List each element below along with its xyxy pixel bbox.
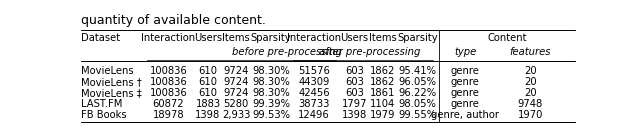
Text: 1797: 1797 bbox=[342, 99, 367, 109]
Text: 96.22%: 96.22% bbox=[398, 88, 436, 98]
Text: 38733: 38733 bbox=[298, 99, 330, 109]
Text: genre: genre bbox=[451, 66, 480, 76]
Text: 9748: 9748 bbox=[518, 99, 543, 109]
Text: 5280: 5280 bbox=[223, 99, 249, 109]
Text: genre: genre bbox=[451, 99, 480, 109]
Text: MovieLens †: MovieLens † bbox=[81, 77, 142, 87]
Text: after pre-processing: after pre-processing bbox=[319, 47, 420, 57]
Text: 9724: 9724 bbox=[223, 88, 249, 98]
Text: Interaction: Interaction bbox=[141, 33, 195, 43]
Text: LAST.FM: LAST.FM bbox=[81, 99, 123, 109]
Text: 100836: 100836 bbox=[149, 66, 187, 76]
Text: 99.39%: 99.39% bbox=[252, 99, 290, 109]
Text: 42456: 42456 bbox=[298, 88, 330, 98]
Text: 98.05%: 98.05% bbox=[398, 99, 436, 109]
Text: 51576: 51576 bbox=[298, 66, 330, 76]
Text: type: type bbox=[454, 47, 477, 57]
Text: 1398: 1398 bbox=[195, 110, 221, 120]
Text: 98.30%: 98.30% bbox=[252, 66, 290, 76]
Text: Sparsity: Sparsity bbox=[251, 33, 291, 43]
Text: 1862: 1862 bbox=[370, 77, 396, 87]
Text: genre: genre bbox=[451, 77, 480, 87]
Text: 20: 20 bbox=[524, 66, 537, 76]
Text: 20: 20 bbox=[524, 88, 537, 98]
Text: 1979: 1979 bbox=[370, 110, 396, 120]
Text: 610: 610 bbox=[198, 66, 218, 76]
Text: 9724: 9724 bbox=[223, 77, 249, 87]
Text: 9724: 9724 bbox=[223, 66, 249, 76]
Text: 98.30%: 98.30% bbox=[252, 77, 290, 87]
Text: 1970: 1970 bbox=[518, 110, 543, 120]
Text: Items: Items bbox=[222, 33, 250, 43]
Text: before pre-processing: before pre-processing bbox=[232, 47, 342, 57]
Text: 610: 610 bbox=[198, 88, 218, 98]
Text: genre: genre bbox=[451, 88, 480, 98]
Text: Items: Items bbox=[369, 33, 396, 43]
Text: 60872: 60872 bbox=[152, 99, 184, 109]
Text: 100836: 100836 bbox=[149, 88, 187, 98]
Text: features: features bbox=[509, 47, 551, 57]
Text: 1883: 1883 bbox=[195, 99, 221, 109]
Text: 603: 603 bbox=[345, 77, 364, 87]
Text: 95.41%: 95.41% bbox=[398, 66, 436, 76]
Text: 610: 610 bbox=[198, 77, 218, 87]
Text: genre, author: genre, author bbox=[431, 110, 499, 120]
Text: quantity of available content.: quantity of available content. bbox=[81, 14, 266, 27]
Text: Interaction: Interaction bbox=[287, 33, 341, 43]
Text: 96.05%: 96.05% bbox=[398, 77, 436, 87]
Text: MovieLens: MovieLens bbox=[81, 66, 134, 76]
Text: Content: Content bbox=[488, 33, 527, 43]
Text: 1861: 1861 bbox=[370, 88, 396, 98]
Text: 100836: 100836 bbox=[149, 77, 187, 87]
Text: 603: 603 bbox=[345, 88, 364, 98]
Text: 18978: 18978 bbox=[152, 110, 184, 120]
Text: 603: 603 bbox=[345, 66, 364, 76]
Text: 1398: 1398 bbox=[342, 110, 367, 120]
Text: Dataset: Dataset bbox=[81, 33, 120, 43]
Text: 44309: 44309 bbox=[298, 77, 330, 87]
Text: MovieLens ‡: MovieLens ‡ bbox=[81, 88, 142, 98]
Text: 98.30%: 98.30% bbox=[252, 88, 290, 98]
Text: Users: Users bbox=[194, 33, 222, 43]
Text: 12496: 12496 bbox=[298, 110, 330, 120]
Text: 2,933: 2,933 bbox=[222, 110, 250, 120]
Text: 1104: 1104 bbox=[370, 99, 395, 109]
Text: 20: 20 bbox=[524, 77, 537, 87]
Text: FB Books: FB Books bbox=[81, 110, 127, 120]
Text: Sparsity: Sparsity bbox=[397, 33, 438, 43]
Text: Users: Users bbox=[340, 33, 369, 43]
Text: 1862: 1862 bbox=[370, 66, 396, 76]
Text: 99.53%: 99.53% bbox=[252, 110, 290, 120]
Text: 99.55%: 99.55% bbox=[398, 110, 436, 120]
